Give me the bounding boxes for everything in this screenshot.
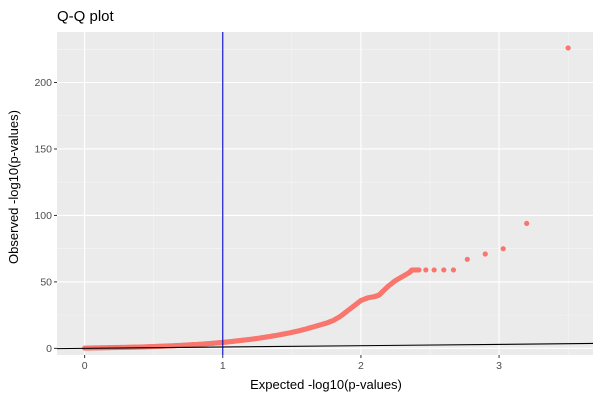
y-tick-label: 100 [34,210,52,222]
minor-gridlines [57,32,593,355]
x-tick-label: 3 [496,360,502,372]
x-tick-label: 1 [220,360,226,372]
y-axis-ticks: 0 50 100 150 200 [34,77,57,355]
data-point [500,246,506,252]
data-point [524,220,530,227]
y-tick-label: 200 [34,77,52,89]
data-point [416,267,422,273]
y-tick-label: 150 [34,143,52,155]
y-tick-label: 0 [46,343,52,355]
data-point [565,45,571,51]
data-point [441,267,447,273]
chart-title: Q-Q plot [57,8,115,25]
reference-diagonal-line [56,342,594,350]
x-axis-ticks: 0 1 2 3 [82,355,502,372]
data-point [464,256,470,262]
data-points [82,45,571,351]
data-point [482,251,488,257]
plot-panel [57,32,593,355]
x-axis-title: Expected -log10(p-values) [250,377,402,392]
data-point [423,267,429,273]
x-tick-label: 0 [82,360,88,372]
x-tick-label: 2 [358,360,364,372]
data-point [431,267,437,273]
y-axis-title: Observed -log10(p-values) [6,110,21,264]
data-point [450,267,457,273]
y-tick-label: 50 [40,276,52,288]
